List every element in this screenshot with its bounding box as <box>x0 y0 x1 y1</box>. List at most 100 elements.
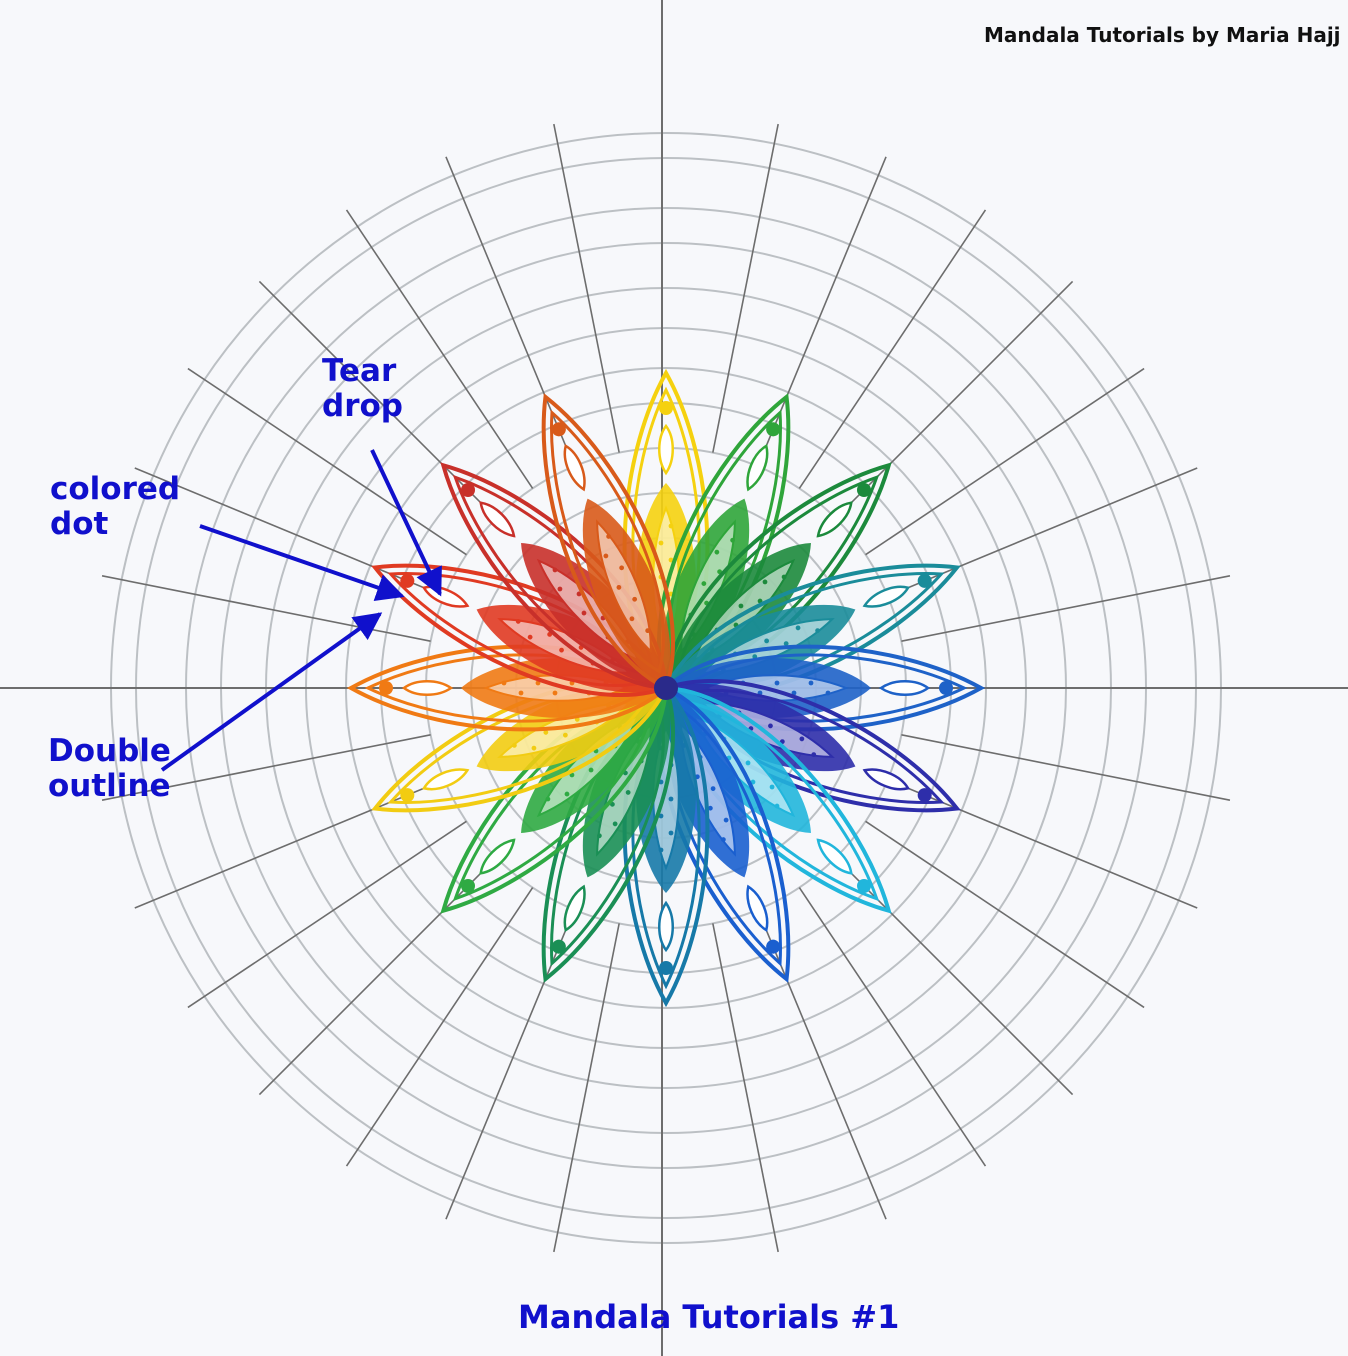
tear-drop-petal-icon <box>746 444 769 492</box>
annotation-colored-dot-line-2: dot <box>50 505 109 542</box>
colored-dot-icon <box>766 939 781 954</box>
tear-drop-petal-icon <box>401 680 454 696</box>
guide-radial-line <box>445 909 575 1220</box>
stipple-dot <box>619 565 625 571</box>
stipple-dot <box>629 616 635 622</box>
stipple-dot <box>501 680 507 686</box>
tear-drop-petal-icon <box>878 680 931 696</box>
stipple-dot <box>808 680 814 686</box>
stipple-dot <box>762 579 768 585</box>
stipple-dot <box>625 790 631 795</box>
tear-drop-petal-icon <box>422 585 470 608</box>
stipple-dot <box>795 625 801 631</box>
tear-drop-petal-icon <box>746 884 769 932</box>
tear-drop-petal-icon <box>816 501 853 538</box>
annotation-colored-dot-line-1: colored <box>50 471 181 507</box>
guide-radial-line <box>187 820 467 1009</box>
stipple-dot <box>774 803 780 809</box>
guide-radial-line <box>798 887 987 1167</box>
colored-dot-icon <box>659 401 673 415</box>
guide-radial-line <box>887 467 1198 597</box>
petal-outer-outline <box>541 393 676 691</box>
colored-dot-icon <box>917 573 932 588</box>
stipple-dot <box>552 567 558 573</box>
guide-radial-line <box>101 575 431 642</box>
guide-radial-line <box>835 280 1074 519</box>
petal-ring <box>346 368 986 1008</box>
annotation-arrows <box>160 449 442 772</box>
annotation-colored-dot: colored dot <box>50 472 180 541</box>
stipple-dot <box>745 760 751 766</box>
stipple-dot <box>764 638 770 644</box>
annotation-double-outline-line-2: outline <box>48 767 171 804</box>
stipple-dot <box>825 690 831 696</box>
stipple-dot <box>543 729 549 735</box>
colored-dot-icon <box>551 939 566 954</box>
tear-drop-petal-icon <box>422 768 470 791</box>
tear-drop-petal-icon <box>658 900 674 953</box>
stipple-dot <box>723 817 729 823</box>
tear-drop-petal-icon <box>816 838 853 875</box>
guide-radial-line <box>757 156 887 467</box>
guide-radial-line <box>553 923 620 1253</box>
stipple-dot <box>720 837 726 842</box>
guide-radial-line <box>553 123 620 453</box>
stipple-dot <box>707 805 713 811</box>
stipple-dot <box>588 767 594 773</box>
guide-radial-line <box>187 367 467 556</box>
colored-dot-icon <box>461 483 476 498</box>
stipple-dot <box>552 690 558 696</box>
credit-text: Mandala Tutorials by Maria Hajj <box>984 23 1341 47</box>
annotation-tear-drop-line-2: drop <box>322 387 403 424</box>
stipple-dot <box>668 830 674 836</box>
stipple-dot <box>668 523 674 529</box>
stipple-dot <box>545 796 551 802</box>
stipple-dot <box>668 796 674 802</box>
stipple-dot <box>645 628 651 634</box>
tear-drop-petal-icon <box>563 444 586 492</box>
guide-radial-line <box>901 734 1231 801</box>
stipple-dot <box>632 596 638 602</box>
tear-drop-petal-icon <box>479 501 516 538</box>
tear-drop-petal-icon <box>479 838 516 875</box>
center-dot <box>654 676 678 700</box>
stipple-dot <box>512 742 517 748</box>
stipple-dot <box>658 540 664 546</box>
guide-radial-line <box>345 209 534 489</box>
annotation-tear-drop: Tear drop <box>322 354 403 423</box>
guide-radial-line <box>134 467 445 597</box>
annotation-tear-drop-line-1: Tear <box>322 353 397 389</box>
stipple-dot <box>596 833 602 839</box>
guide-radial-line <box>757 909 887 1220</box>
guide-radial-line <box>887 779 1198 909</box>
guide-radial-line <box>865 820 1145 1009</box>
tear-drop-petal-icon <box>563 884 586 932</box>
guide-radial-line <box>445 156 575 467</box>
colored-dot-icon <box>939 681 953 695</box>
stipple-dot <box>518 690 524 696</box>
colored-dot-icon <box>461 878 476 893</box>
stipple-dot <box>774 680 780 686</box>
stipple-dot <box>557 586 563 592</box>
tear-drop-petal-icon <box>862 585 910 608</box>
stipple-dot <box>612 821 618 827</box>
stipple-dot <box>799 736 805 742</box>
stipple-dot <box>769 784 775 790</box>
stipple-dot <box>730 537 736 543</box>
colored-dot-icon <box>856 483 871 498</box>
stipple-dot <box>701 581 707 586</box>
colored-dot-icon <box>856 878 871 893</box>
guide-radial-line <box>134 779 445 909</box>
stipple-dot <box>738 603 744 609</box>
guide-radial-line <box>835 857 1074 1096</box>
guide-radial-line <box>865 367 1145 556</box>
stipple-dot <box>815 628 820 634</box>
guide-radial-line <box>258 857 497 1096</box>
stipple-dot <box>564 791 570 797</box>
colored-dot-icon <box>659 961 673 975</box>
petal <box>541 393 676 691</box>
colored-dot-icon <box>400 788 415 803</box>
guide-radial-line <box>101 734 431 801</box>
stipple-dot <box>783 641 789 647</box>
